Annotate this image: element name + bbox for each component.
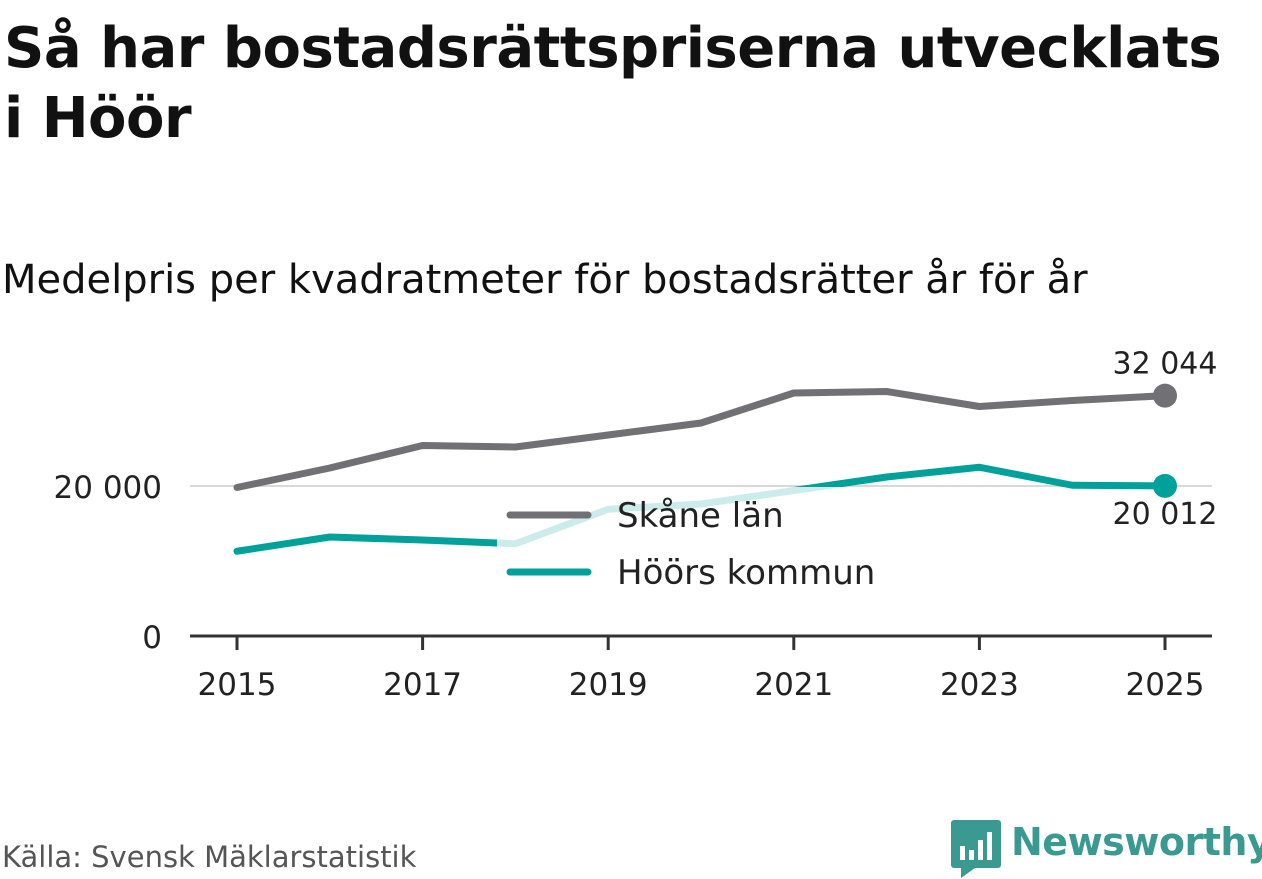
brand-logo: Newsworthy xyxy=(951,820,1262,878)
x-tick-label: 2015 xyxy=(198,667,277,703)
chart-subtitle: Medelpris per kvadratmeter för bostadsrä… xyxy=(2,257,1088,303)
x-tick-label: 2023 xyxy=(940,667,1019,703)
x-tick-label: 2025 xyxy=(1126,667,1205,703)
end-value-label-0: 32 044 xyxy=(1113,347,1218,382)
x-tick-label: 2017 xyxy=(383,667,462,703)
legend-background xyxy=(497,487,905,597)
end-value-label-1: 20 012 xyxy=(1113,497,1218,532)
legend-label-0: Skåne län xyxy=(617,496,784,536)
y-tick-label: 0 xyxy=(142,620,162,656)
brand-name: Newsworthy xyxy=(1011,820,1262,864)
page-title: Så har bostadsrättspriserna utvecklats i… xyxy=(4,16,1222,151)
legend-label-1: Höörs kommun xyxy=(617,553,875,593)
x-tick-label: 2021 xyxy=(754,667,833,703)
x-tick-label: 2019 xyxy=(569,667,648,703)
series-line-0 xyxy=(233,388,1169,491)
source-note: Källa: Svensk Mäklarstatistik xyxy=(2,840,417,874)
newsworthy-logo-icon xyxy=(951,820,1001,878)
series-end-point-0 xyxy=(1153,383,1177,408)
series-end-point-1 xyxy=(1153,473,1177,498)
y-tick-label: 20 000 xyxy=(54,470,162,506)
